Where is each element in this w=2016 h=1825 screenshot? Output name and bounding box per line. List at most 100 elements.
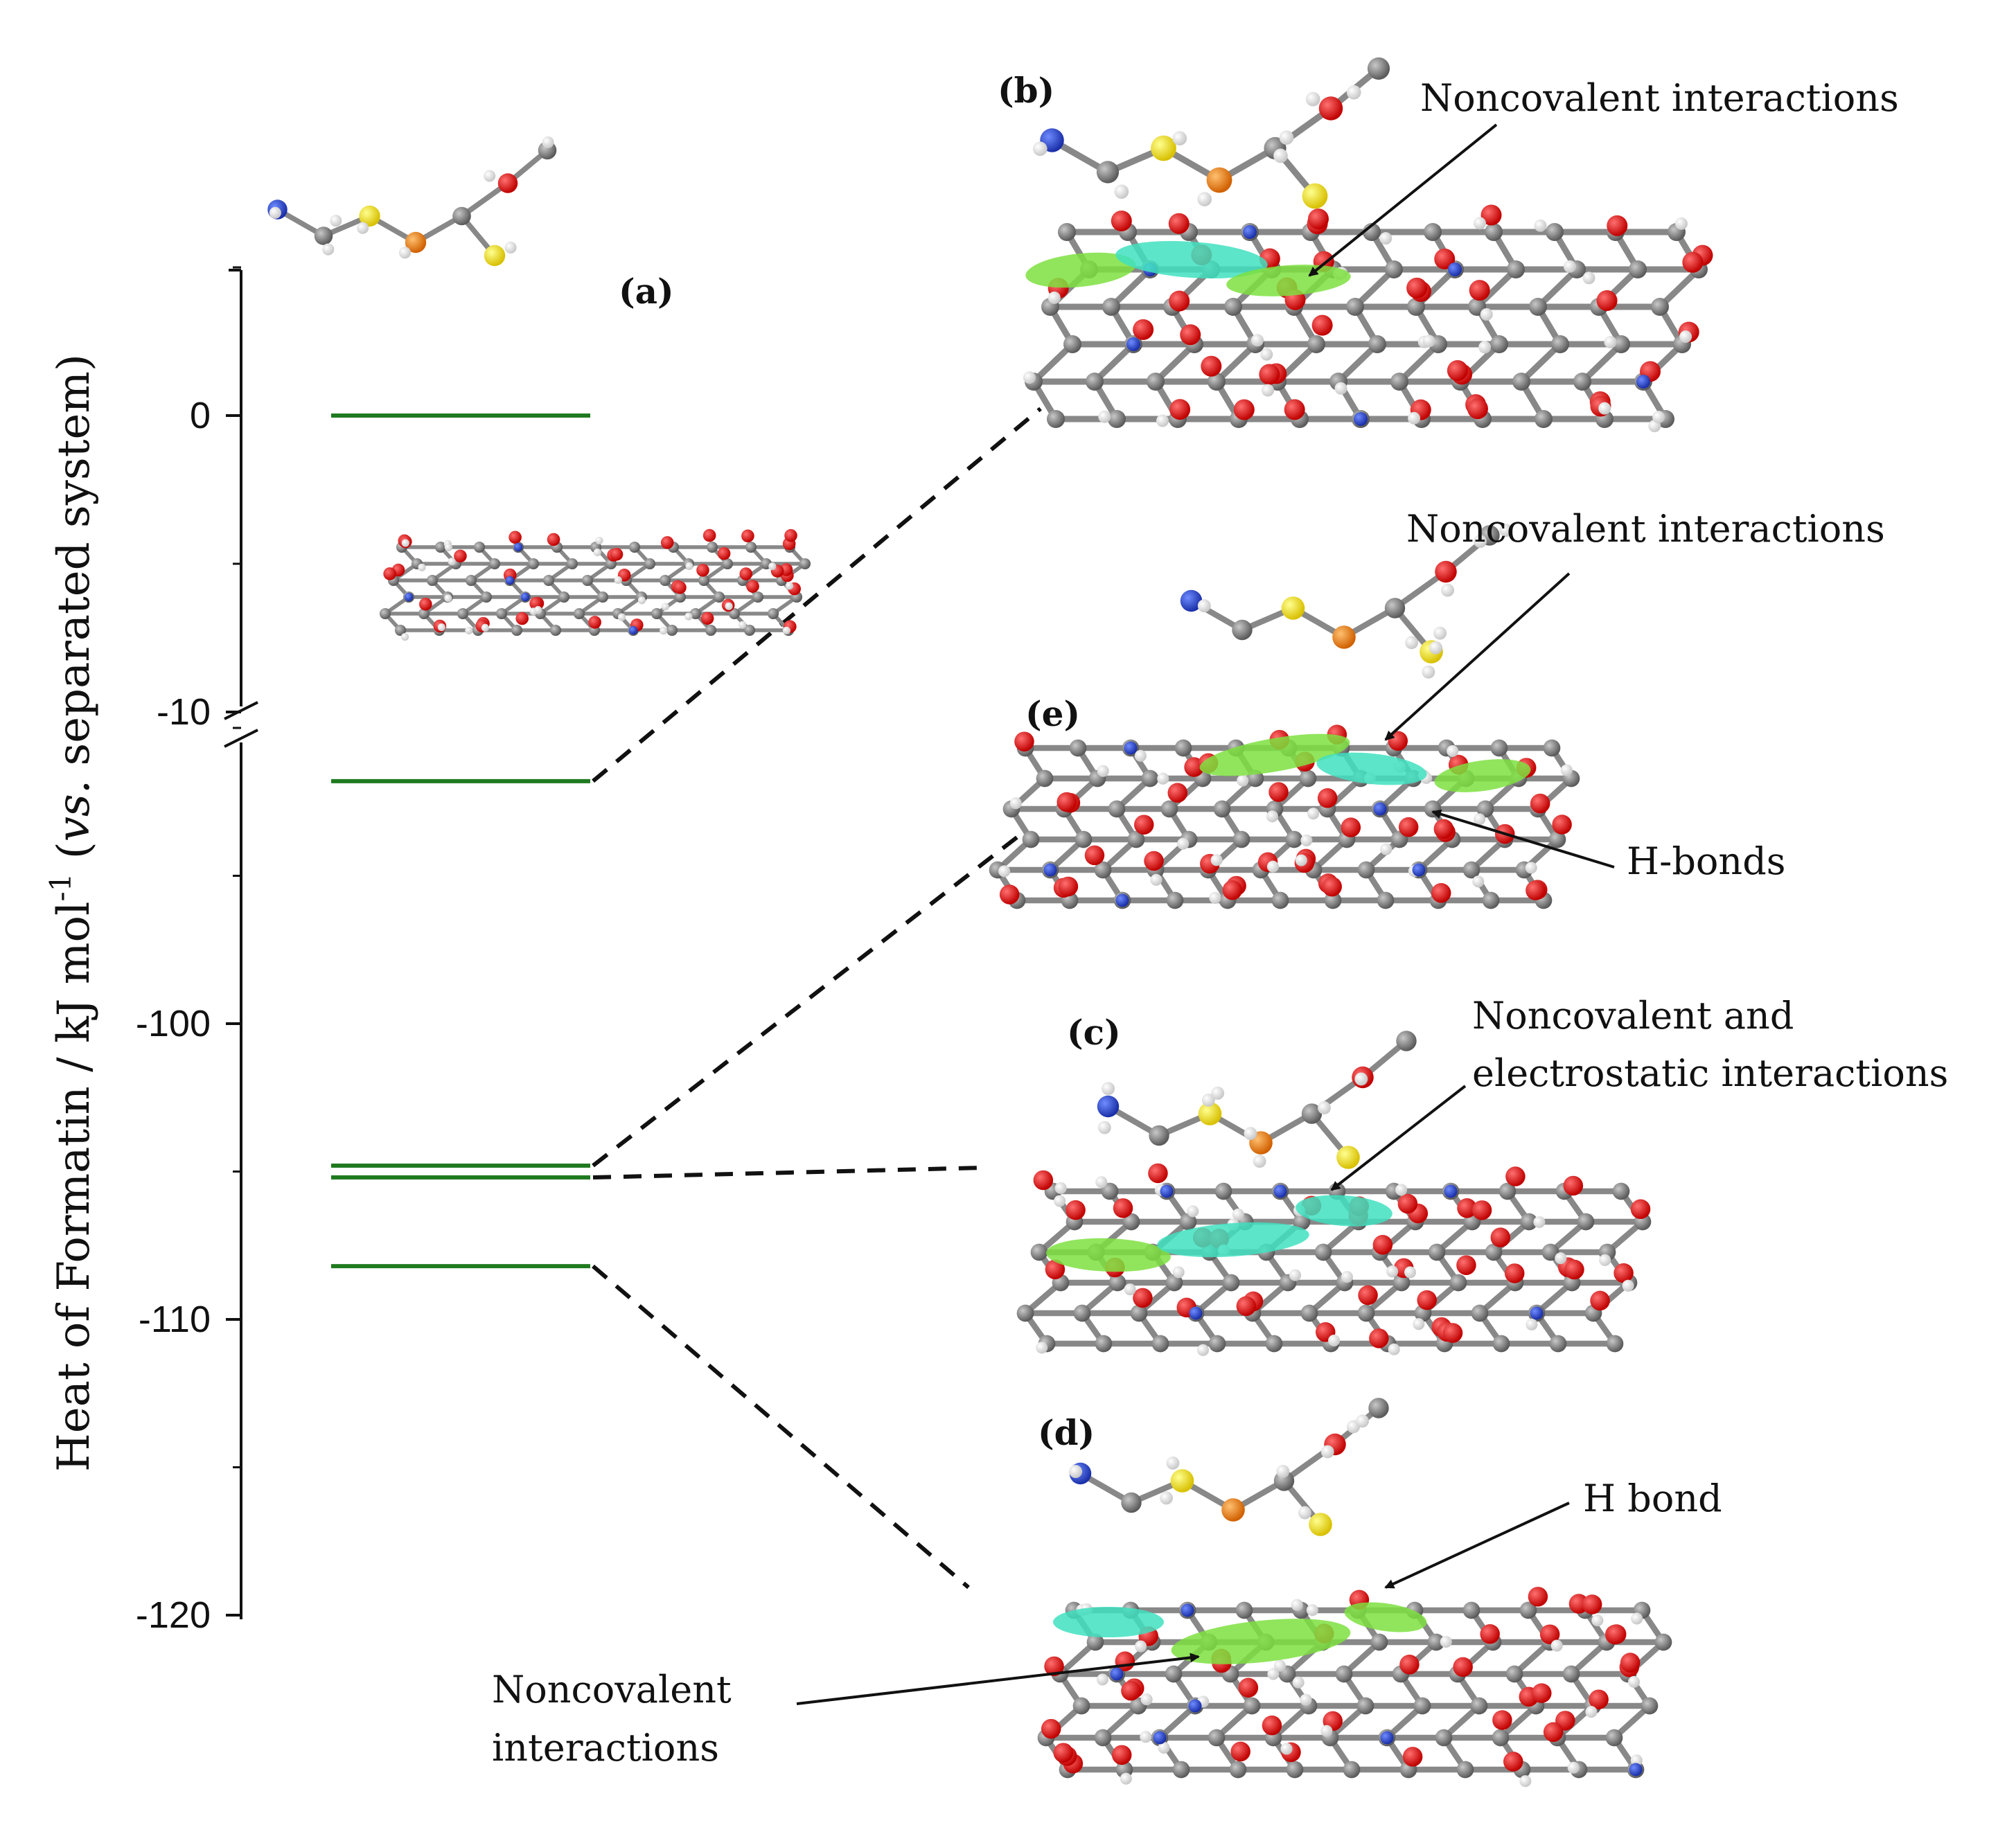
atom bbox=[1108, 1274, 1126, 1292]
atom bbox=[1412, 863, 1426, 877]
atom bbox=[1174, 739, 1192, 757]
atom bbox=[1030, 1243, 1048, 1261]
atom bbox=[1447, 359, 1468, 381]
atom bbox=[1598, 402, 1611, 415]
arrow-b bbox=[1308, 123, 1498, 277]
atom bbox=[1111, 1745, 1132, 1765]
atom bbox=[1120, 1772, 1132, 1785]
atom bbox=[1066, 1200, 1086, 1220]
atom bbox=[480, 591, 493, 603]
atom bbox=[1480, 1624, 1500, 1644]
atom bbox=[1471, 1304, 1489, 1322]
atom bbox=[1563, 260, 1576, 273]
interaction-surface bbox=[1053, 1607, 1164, 1637]
atom bbox=[1582, 271, 1595, 285]
atom bbox=[1189, 1306, 1203, 1320]
atom bbox=[1230, 1741, 1250, 1762]
y-axis-title: Heat of Formatin / kJ mol-1 (vs. separat… bbox=[44, 354, 100, 1472]
atom bbox=[1367, 57, 1390, 80]
atom bbox=[1392, 1274, 1411, 1292]
atom bbox=[1628, 1675, 1641, 1688]
atom bbox=[651, 607, 663, 620]
atom bbox=[799, 558, 811, 570]
molecule-b-graphene bbox=[1023, 204, 1713, 433]
atom bbox=[1434, 248, 1456, 269]
atom bbox=[1530, 793, 1550, 814]
atom bbox=[698, 574, 710, 587]
atom bbox=[1396, 1031, 1417, 1051]
atom bbox=[1356, 1697, 1374, 1715]
atom bbox=[1201, 355, 1222, 377]
atom bbox=[1281, 596, 1305, 620]
atom bbox=[473, 541, 486, 553]
atom bbox=[1346, 84, 1361, 100]
atom bbox=[661, 603, 669, 611]
atom bbox=[1058, 876, 1079, 897]
atom bbox=[1413, 1318, 1425, 1330]
interaction-surface bbox=[1115, 240, 1268, 279]
atom bbox=[1354, 412, 1368, 426]
atom bbox=[1307, 335, 1325, 353]
atom bbox=[549, 624, 562, 636]
connector-c bbox=[592, 1166, 983, 1180]
atom bbox=[1206, 167, 1232, 193]
atom bbox=[1324, 891, 1342, 909]
atom bbox=[1096, 161, 1120, 184]
atom bbox=[1069, 1465, 1083, 1479]
atom bbox=[1166, 891, 1184, 909]
atom bbox=[1332, 625, 1356, 649]
atom bbox=[1503, 1752, 1523, 1772]
interaction-surface bbox=[1316, 752, 1427, 785]
atom bbox=[1044, 1656, 1064, 1677]
atom bbox=[702, 528, 716, 542]
atom bbox=[1448, 262, 1462, 276]
atom bbox=[1322, 876, 1342, 897]
atom bbox=[1023, 371, 1036, 384]
atom bbox=[1097, 1095, 1120, 1118]
atom bbox=[1151, 135, 1176, 161]
atom bbox=[1336, 1146, 1360, 1169]
atom bbox=[1180, 589, 1203, 612]
atom bbox=[1259, 364, 1280, 385]
atom bbox=[1440, 1635, 1452, 1648]
atom bbox=[1433, 819, 1454, 839]
atom bbox=[1300, 1304, 1318, 1322]
atom bbox=[713, 591, 725, 603]
atom bbox=[1292, 1676, 1305, 1689]
atom bbox=[644, 558, 656, 570]
atom bbox=[1320, 1445, 1334, 1459]
atom bbox=[1188, 1699, 1202, 1713]
molecule-a-graphene bbox=[379, 528, 811, 641]
atom bbox=[1406, 277, 1428, 299]
atom bbox=[1302, 183, 1328, 209]
atom bbox=[1422, 665, 1435, 679]
atom bbox=[1549, 1335, 1567, 1353]
atom bbox=[1526, 1318, 1538, 1330]
atom bbox=[1053, 1743, 1074, 1763]
atom bbox=[400, 633, 409, 641]
atom bbox=[1441, 583, 1455, 597]
atom bbox=[1054, 1182, 1067, 1195]
atom bbox=[1550, 1639, 1563, 1652]
level-connectors bbox=[592, 407, 1042, 1590]
atom bbox=[725, 602, 733, 610]
atom bbox=[1519, 1601, 1537, 1619]
atom bbox=[505, 576, 515, 585]
atom bbox=[1408, 411, 1421, 425]
atom bbox=[1622, 1279, 1634, 1292]
atom bbox=[359, 205, 380, 227]
atom bbox=[434, 541, 447, 553]
atom bbox=[1555, 1252, 1567, 1265]
atom bbox=[1126, 337, 1140, 351]
atom bbox=[1271, 891, 1289, 909]
atom bbox=[1334, 382, 1347, 395]
atom bbox=[1149, 1125, 1169, 1146]
atom bbox=[1370, 1633, 1388, 1651]
atom bbox=[1505, 1665, 1523, 1683]
atom bbox=[1474, 535, 1487, 549]
atom bbox=[534, 606, 542, 614]
atom bbox=[573, 607, 585, 620]
atom bbox=[1172, 1761, 1190, 1779]
atom bbox=[1160, 1491, 1174, 1505]
atom bbox=[1674, 217, 1688, 230]
